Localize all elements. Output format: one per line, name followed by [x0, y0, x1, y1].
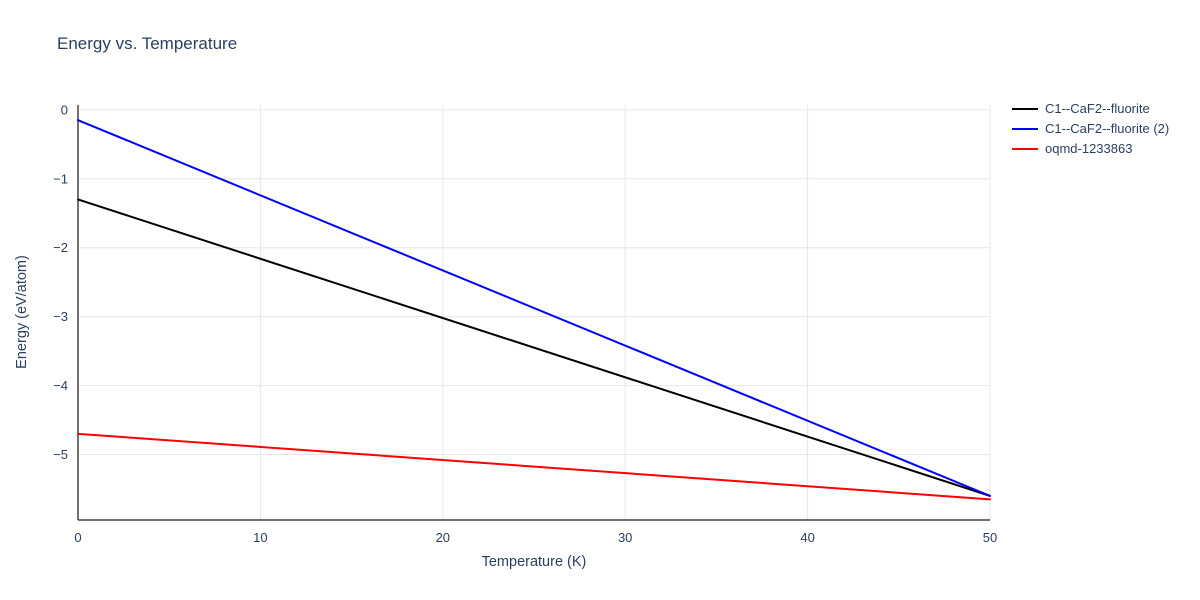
legend-line-sample	[1012, 127, 1038, 130]
y-tick-label: −5	[53, 447, 68, 462]
gridlines	[77, 105, 991, 520]
y-tick-label: −3	[53, 309, 68, 324]
x-tick-label: 30	[618, 530, 632, 545]
legend-label: C1--CaF2--fluorite (2)	[1045, 121, 1170, 136]
legend-item[interactable]: oqmd-1233863	[1012, 141, 1169, 156]
series-line-0	[77, 198, 991, 497]
legend-line-sample	[1012, 107, 1038, 110]
legend-item[interactable]: C1--CaF2--fluorite (2)	[1012, 121, 1169, 136]
y-tick-label: 0	[61, 102, 68, 117]
series-line-1	[77, 119, 991, 497]
series-line-2	[77, 432, 991, 501]
legend-line-sample	[1012, 147, 1038, 150]
x-tick-label: 40	[800, 530, 814, 545]
x-tick-label: 0	[74, 530, 81, 545]
y-tick-label: −4	[53, 378, 68, 393]
x-axis-title: Temperature (K)	[482, 554, 587, 570]
legend: C1--CaF2--fluorite C1--CaF2--fluorite (2)…	[1012, 101, 1169, 156]
chart-title: Energy vs. Temperature	[57, 34, 238, 53]
y-tick-label: −1	[53, 171, 68, 186]
x-tick-label: 20	[436, 530, 450, 545]
y-axis-title: Energy (eV/atom)	[14, 255, 30, 369]
legend-label: C1--CaF2--fluorite	[1045, 101, 1150, 116]
legend-item[interactable]: C1--CaF2--fluorite	[1012, 101, 1169, 116]
legend-label: oqmd-1233863	[1045, 141, 1133, 156]
y-tick-label: −2	[53, 240, 68, 255]
x-tick-label: 10	[253, 530, 267, 545]
x-tick-label: 50	[983, 530, 997, 545]
